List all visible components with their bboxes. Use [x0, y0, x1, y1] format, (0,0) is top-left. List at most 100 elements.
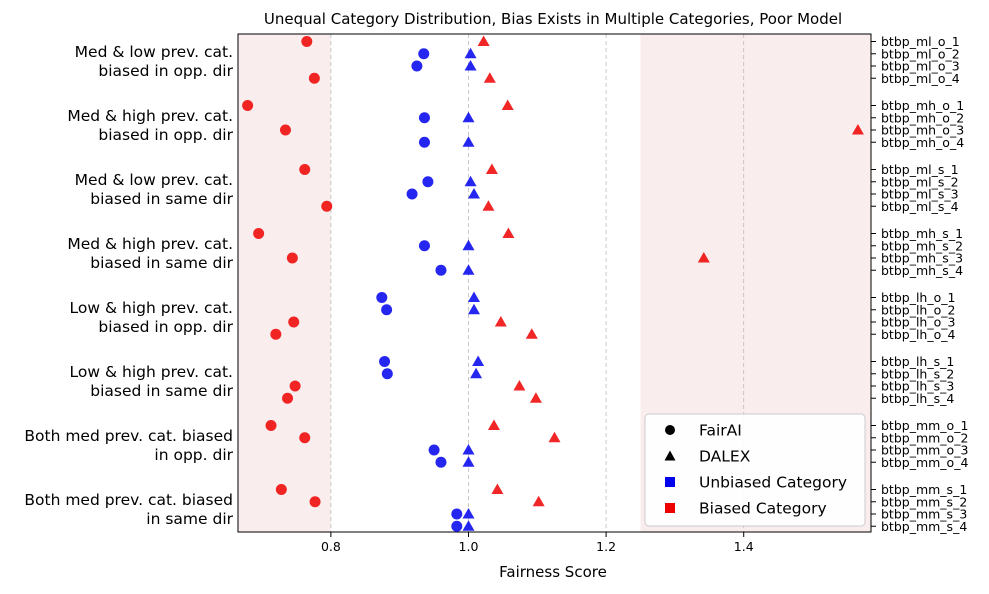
fairai-point	[286, 252, 298, 264]
fairai-point	[253, 228, 265, 239]
group-label: Both med prev. cat. biased	[24, 491, 233, 509]
dalex-point	[491, 483, 504, 494]
row-label: btbp_ml_o_4	[881, 71, 960, 86]
legend-label: DALEX	[699, 448, 751, 466]
row-label: btbp_mm_o_3	[881, 443, 968, 458]
x-tick-label: 1.4	[734, 539, 754, 554]
row-label: btbp_ml_o_3	[881, 59, 960, 74]
legend-marker-triangle	[664, 450, 676, 461]
dalex-point	[851, 124, 864, 135]
group-label: biased in opp. dir	[98, 62, 233, 80]
legend-marker-circle	[665, 425, 675, 435]
group-label: biased in opp. dir	[98, 318, 233, 336]
fairai-point	[309, 496, 321, 508]
row-label: btbp_mh_o_3	[881, 123, 964, 138]
dalex-point	[467, 188, 480, 199]
legend-label: Unbiased Category	[699, 474, 847, 492]
row-label: btbp_mh_o_1	[881, 98, 964, 113]
row-label: btbp_lh_o_3	[881, 315, 955, 330]
plot-frame	[237, 33, 872, 533]
fairai-point	[299, 164, 311, 175]
fairai-point	[418, 48, 430, 60]
fairai-point	[299, 432, 311, 444]
fairai-point	[242, 100, 254, 111]
fairai-point	[418, 240, 430, 252]
dalex-point	[467, 291, 480, 302]
dalex-point	[464, 60, 477, 71]
group-label: biased in same dir	[90, 382, 233, 400]
row-label: btbp_mh_s_3	[881, 251, 963, 266]
row-label: btbp_ml_o_2	[881, 46, 960, 61]
dalex-point	[472, 355, 485, 366]
fairai-point	[451, 508, 463, 520]
legend-marker-square	[665, 477, 675, 487]
dalex-point	[462, 456, 475, 467]
fairai-point	[308, 72, 320, 84]
legend-box	[644, 413, 866, 527]
fairai-point	[270, 328, 282, 340]
row-label: btbp_mm_s_3	[881, 507, 967, 522]
x-tick-label: 1.2	[596, 539, 616, 554]
dalex-point	[462, 136, 475, 147]
chart-title: Unequal Category Distribution, Bias Exis…	[264, 10, 842, 28]
dalex-point	[697, 252, 710, 263]
dalex-point	[462, 444, 475, 455]
row-label: btbp_mm_s_4	[881, 519, 967, 534]
x-axis-label: Fairness Score	[499, 563, 607, 581]
dalex-point	[462, 508, 475, 519]
dalex-point	[462, 264, 475, 275]
legend-label: Biased Category	[699, 500, 827, 518]
fairai-point	[381, 368, 393, 380]
legend-label: FairAI	[699, 422, 742, 440]
group-label: Med & high prev. cat.	[67, 107, 233, 125]
fairai-point	[321, 200, 333, 212]
group-label: Both med prev. cat. biased	[24, 427, 233, 445]
dalex-point	[467, 303, 480, 315]
row-label: btbp_lh_s_2	[881, 366, 954, 381]
fairai-point	[282, 392, 294, 404]
dalex-point	[470, 367, 483, 379]
row-label: btbp_ml_s_2	[881, 174, 959, 189]
dalex-point	[477, 35, 490, 46]
row-label: btbp_lh_s_1	[881, 354, 954, 369]
group-label: in same dir	[146, 510, 233, 528]
x-tick-label: 1.0	[459, 539, 479, 554]
row-label: btbp_mh_o_2	[881, 110, 964, 125]
dalex-point	[548, 431, 561, 443]
dalex-point	[482, 200, 495, 211]
dalex-point	[462, 239, 475, 251]
dalex-point	[462, 520, 475, 531]
row-label: btbp_lh_o_2	[881, 302, 955, 317]
fairai-point	[435, 264, 447, 276]
row-label: btbp_lh_s_4	[881, 391, 954, 406]
fairai-point	[376, 292, 388, 303]
dalex-point	[525, 328, 538, 339]
dalex-point	[502, 227, 515, 238]
x-tick-label: 0.8	[321, 539, 341, 554]
row-label: btbp_mm_s_1	[881, 482, 967, 497]
group-label: Med & low prev. cat.	[75, 43, 233, 61]
group-label: Med & low prev. cat.	[75, 171, 233, 189]
row-label: btbp_mm_o_4	[881, 455, 968, 470]
group-label: biased in same dir	[90, 190, 233, 208]
fairai-point	[275, 484, 287, 495]
row-label: btbp_mh_s_1	[881, 226, 963, 241]
fairai-point	[418, 136, 430, 148]
legend-marker-square	[665, 503, 675, 513]
row-label: btbp_ml_s_1	[881, 162, 959, 177]
row-label: btbp_mh_s_4	[881, 263, 963, 278]
row-label: btbp_lh_s_3	[881, 379, 954, 394]
fairai-point	[301, 36, 313, 47]
group-label: in opp. dir	[154, 446, 233, 464]
group-label: biased in same dir	[90, 254, 233, 272]
dalex-point	[501, 99, 514, 110]
row-label: btbp_mh_o_4	[881, 135, 964, 150]
fairai-point	[265, 420, 277, 431]
group-label: Low & high prev. cat.	[70, 299, 233, 317]
dalex-point	[529, 392, 542, 403]
dalex-point	[532, 495, 545, 507]
dalex-point	[513, 380, 526, 391]
group-label: Low & high prev. cat.	[70, 363, 233, 381]
dalex-point	[464, 47, 477, 59]
